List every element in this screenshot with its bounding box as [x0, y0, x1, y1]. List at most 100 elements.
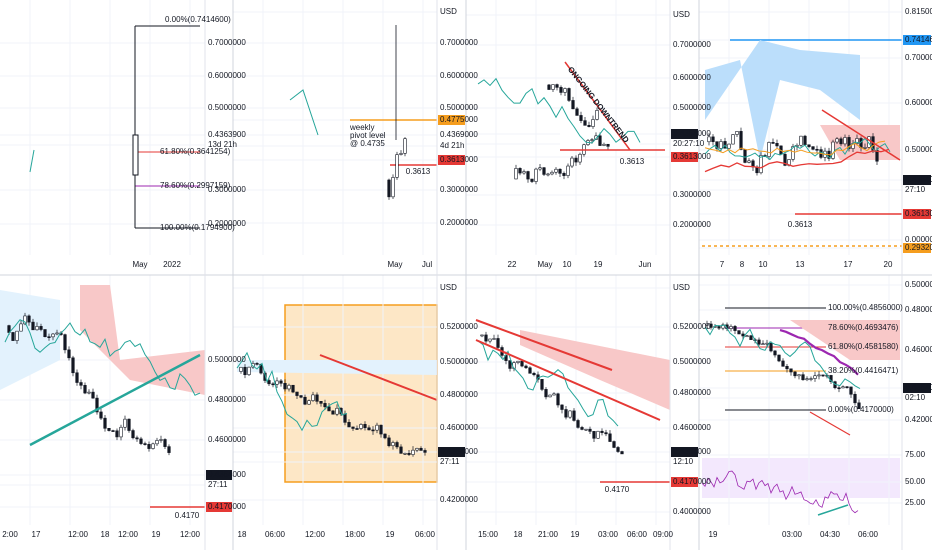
candle-body — [749, 335, 753, 340]
candle-body — [319, 401, 323, 404]
annotation: 0.3613 — [620, 157, 645, 166]
time-label: 17 — [844, 260, 853, 269]
time-label: 12:00 — [68, 530, 89, 539]
candle-body — [395, 154, 399, 178]
candle-body — [532, 372, 536, 376]
candle-body — [570, 157, 574, 167]
candle-body — [727, 143, 731, 149]
candle-body — [807, 144, 811, 147]
candle-body — [496, 338, 500, 348]
cloud — [790, 320, 900, 360]
price-label: 75.00 — [905, 450, 926, 459]
trend-line — [475, 339, 661, 421]
annotation: 100.00%(0.1794900) — [160, 223, 235, 232]
candle-body — [559, 87, 563, 93]
time-label: 19 — [386, 530, 395, 539]
candle-body — [19, 323, 23, 332]
candle-body — [761, 343, 765, 345]
price-badge — [903, 35, 931, 45]
candle-body — [131, 430, 135, 439]
annotation: 0.3613 — [788, 220, 813, 229]
candle-body — [547, 84, 551, 90]
time-label: 21:00 — [538, 530, 559, 539]
range-box — [284, 304, 438, 483]
candle-body — [588, 428, 592, 432]
price-badge — [903, 243, 931, 253]
price-label: 0.7414600 — [905, 35, 932, 44]
candle-body — [399, 153, 403, 155]
time-label: May — [132, 260, 147, 269]
candle-body — [371, 429, 375, 432]
candle-body — [789, 368, 793, 373]
indicator-line — [704, 324, 861, 390]
candle-body — [291, 384, 295, 393]
candle-body — [99, 411, 103, 419]
candle-body — [863, 147, 867, 149]
candle-body — [379, 424, 383, 435]
price-label: 0.5000000 — [673, 103, 711, 112]
price-label: 0.2000000 — [208, 219, 246, 228]
annotation: @ 0.4735 — [350, 139, 385, 148]
time-label: 19 — [571, 530, 580, 539]
price-label: 0.7000000 — [208, 38, 246, 47]
price-label: 0.6000000 — [673, 73, 711, 82]
countdown-label: 27:10 — [905, 185, 926, 194]
candle-body — [717, 326, 721, 329]
trend-line — [809, 411, 851, 436]
candle-body — [23, 315, 27, 325]
candle-body — [817, 374, 821, 377]
candle-body — [568, 410, 572, 418]
countdown-label: USD — [673, 10, 690, 19]
price-badge — [671, 477, 698, 487]
candle-body — [542, 167, 546, 175]
price-label: 0.5200000 — [440, 322, 478, 331]
countdown-label: USD — [673, 283, 690, 292]
candle-body — [303, 396, 307, 405]
candle-body — [839, 138, 843, 145]
candle-body — [127, 418, 131, 431]
candle-body — [757, 339, 761, 345]
candle-body — [596, 430, 600, 439]
candle-body — [135, 437, 139, 440]
candle-body — [391, 177, 395, 198]
candle-body — [595, 110, 599, 120]
price-label: 0.4600000 — [440, 423, 478, 432]
candle-body — [777, 354, 781, 362]
annotation: weekly — [349, 123, 374, 132]
price-label: 0.4364000 — [673, 447, 711, 456]
indicator-line — [477, 77, 641, 144]
candle-body — [721, 324, 725, 329]
candle-body — [403, 138, 407, 154]
time-label: 06:00 — [627, 530, 648, 539]
candle-body — [552, 393, 556, 396]
candle-body — [367, 427, 371, 431]
candle-body — [707, 136, 711, 143]
candle-body — [31, 321, 35, 331]
candle-body — [809, 378, 813, 380]
time-label: 18 — [514, 530, 523, 539]
candle-body — [799, 135, 803, 146]
candle-body — [745, 335, 749, 338]
candle-body — [43, 329, 47, 338]
indicator-line — [779, 328, 859, 376]
candle-body — [797, 374, 801, 377]
candle-body — [604, 432, 608, 435]
candle-body — [351, 426, 355, 429]
countdown-label: 02:10 — [905, 393, 926, 402]
candle-body — [831, 141, 835, 159]
candle-body — [387, 179, 391, 198]
indicator-line — [477, 340, 619, 427]
time-label: May — [387, 260, 402, 269]
candle-body — [123, 418, 127, 428]
candle-body — [480, 334, 484, 337]
time-label: 12:00 — [180, 530, 201, 539]
candle-body — [590, 139, 594, 141]
annotation: 0.00%(0.7414600) — [165, 15, 231, 24]
candle-body — [299, 395, 303, 398]
price-label: 0.4775000 — [440, 115, 478, 124]
candle-body — [600, 430, 604, 433]
candle-body — [709, 323, 713, 328]
time-label: 06:00 — [415, 530, 436, 539]
price-label: 0.5000000 — [208, 103, 246, 112]
candle-body — [705, 323, 709, 326]
